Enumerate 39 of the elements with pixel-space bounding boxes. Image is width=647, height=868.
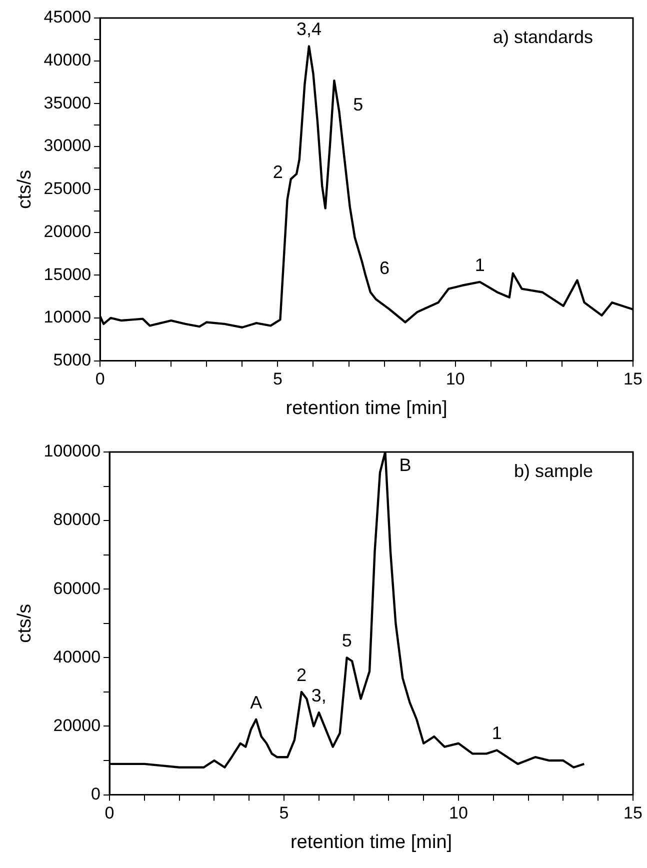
annotation: 2 (272, 162, 283, 182)
x-tick-label: 15 (624, 370, 642, 389)
x-tick-label: 10 (449, 804, 468, 823)
y-tick-label: 60000 (53, 578, 101, 598)
x-tick-label: 5 (272, 370, 282, 389)
annotation: 6 (379, 258, 390, 278)
x-tick-label: 15 (624, 804, 642, 823)
y-tick-label: 10000 (44, 308, 92, 327)
annotation: A (250, 692, 262, 712)
y-tick-label: 20000 (53, 716, 101, 735)
x-tick-label: 5 (279, 804, 289, 823)
annotation: 3, (311, 685, 326, 706)
y-tick-label: 15000 (44, 264, 92, 284)
y-tick-label: 25000 (44, 179, 92, 198)
y-axis-title: cts/s (14, 170, 36, 209)
x-axis-title: retention time [min] (290, 832, 452, 853)
y-axis-title: cts/s (14, 604, 36, 643)
x-tick-label: 0 (104, 804, 114, 823)
text: b) sample (514, 460, 593, 481)
annotation: 1 (474, 254, 485, 275)
annotation: 5 (353, 94, 364, 114)
annotation: 1 (492, 723, 502, 744)
y-tick-label: 40000 (53, 647, 101, 666)
y-tick-label: 5000 (53, 350, 92, 370)
y-tick-label: 35000 (44, 93, 92, 112)
y-tick-label: 100000 (44, 442, 101, 461)
annotation: 5 (342, 630, 352, 651)
annotation: B (399, 454, 412, 475)
annotation: 3,4 (296, 19, 322, 40)
y-tick-label: 30000 (44, 136, 92, 156)
y-tick-label: 80000 (53, 510, 101, 530)
x-axis-title: retention time [min] (286, 398, 448, 419)
x-tick-label: 10 (446, 370, 465, 389)
y-tick-label: 0 (91, 784, 101, 804)
annotation: 2 (296, 664, 306, 685)
y-tick-label: 20000 (44, 222, 92, 241)
text: a) standards (492, 26, 593, 47)
y-tick-label: 45000 (44, 8, 92, 27)
y-tick-label: 40000 (44, 50, 92, 70)
